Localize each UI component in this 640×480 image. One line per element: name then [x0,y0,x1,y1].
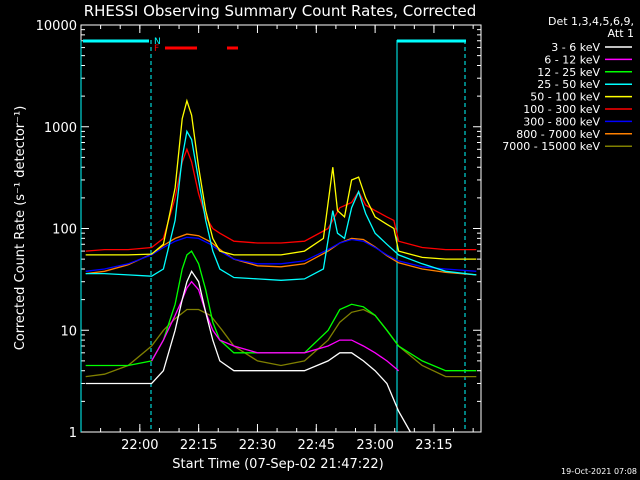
flag-label-f: F [154,44,159,54]
legend-label: 6 - 12 keV [544,53,600,66]
series-line-6 [85,147,477,252]
chart-title: RHESSI Observing Summary Count Rates, Co… [84,2,477,20]
footer-timestamp: 19-Oct-2021 07:08 [561,467,637,476]
y-tick-label: 1 [69,426,77,441]
x-tick-label: 22:45 [298,438,335,453]
series-line-8 [85,233,477,276]
x-tick-label: 23:00 [356,438,393,453]
x-tick-label: 22:00 [121,438,158,453]
y-tick-label: 100 [52,223,77,238]
flag-label-n: N [154,37,161,47]
legend-label: 50 - 100 keV [530,91,600,104]
y-tick-label: 10000 [36,19,77,34]
legend-label: 800 - 7000 keV [516,128,600,141]
annotation-layer: NF [154,37,161,54]
series-line-7 [85,236,477,272]
x-tick-label: 23:15 [415,438,452,453]
series-line-4 [85,129,477,281]
x-tick-label: 22:15 [180,438,217,453]
legend-label: 100 - 300 keV [523,103,600,116]
y-axis: 1 10 100 1000 10000 [36,19,481,441]
y-tick-label: 1000 [44,121,77,136]
series-line-1 [85,269,411,433]
series-layer [85,98,477,433]
x-tick-label: 22:30 [239,438,276,453]
legend-label: 25 - 50 keV [537,78,600,91]
legend-header: Att 1 [608,27,634,40]
y-axis-label: Corrected Count Rate (s⁻¹ detector⁻¹) [13,106,28,351]
legend-label: 3 - 6 keV [551,41,600,54]
x-axis-label: Start Time (07-Sep-02 21:47:22) [172,457,383,472]
series-line-5 [85,98,477,260]
legend-header: Det 1,3,4,5,6,9, [548,15,634,28]
attenuator-markers [80,39,466,432]
series-line-3 [85,250,477,372]
legend-label: 7000 - 15000 keV [502,140,600,153]
x-axis: 22:00 22:15 22:30 22:45 23:00 23:15 [100,25,474,453]
legend-label: 300 - 800 keV [523,115,600,128]
y-tick-label: 10 [60,324,77,339]
legend-label: 12 - 25 keV [537,66,600,79]
